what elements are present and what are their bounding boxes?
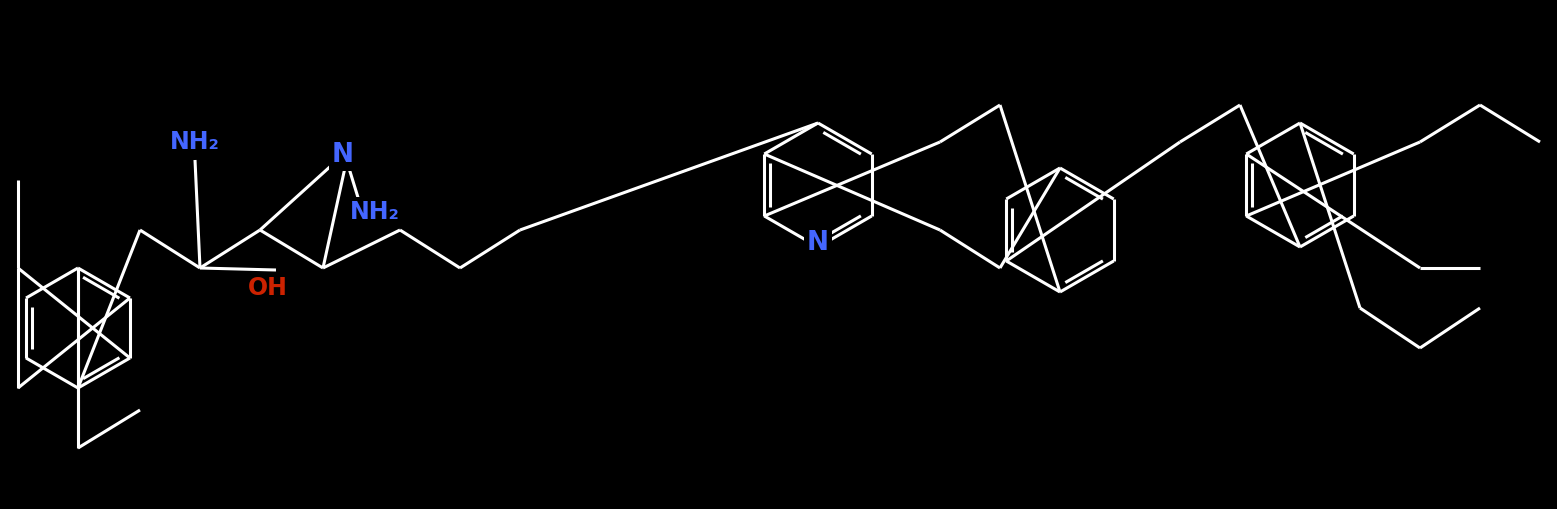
Text: N: N [807,230,828,256]
Text: NH₂: NH₂ [350,200,400,224]
Text: N: N [332,142,353,168]
Text: NH₂: NH₂ [170,130,220,154]
Text: OH: OH [248,276,288,300]
